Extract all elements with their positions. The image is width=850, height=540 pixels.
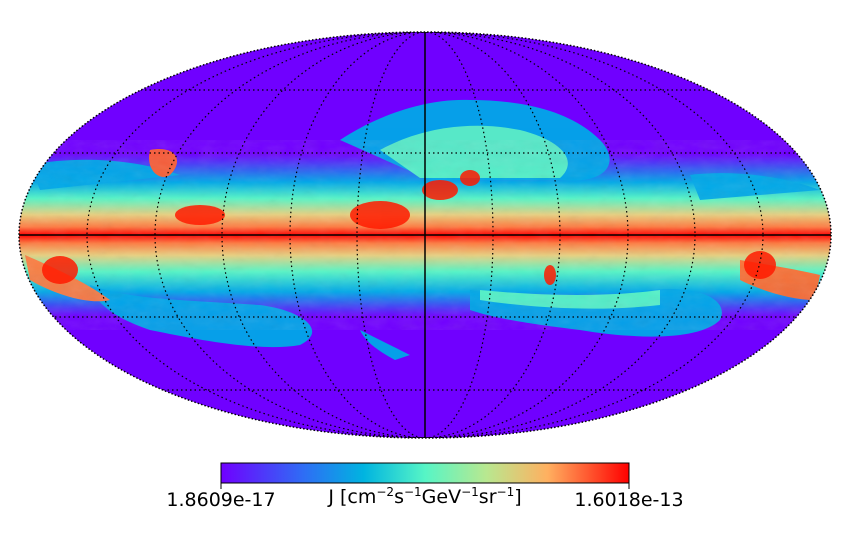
galactic-core-patches (42, 170, 776, 285)
colorbar-unit-label: J [cm−2s−1GeV−1sr−1] (327, 485, 521, 508)
colorbar-min-label: 1.8609e-17 (166, 489, 275, 511)
map-outline (18, 31, 832, 439)
colorbar-gradient (220, 462, 630, 484)
colorbar-max-label: 1.6018e-13 (574, 489, 683, 511)
colorbar: 1.8609e-17 1.6018e-13 J [cm−2s−1GeV−1sr−… (166, 462, 684, 511)
sky-map (19, 32, 831, 438)
